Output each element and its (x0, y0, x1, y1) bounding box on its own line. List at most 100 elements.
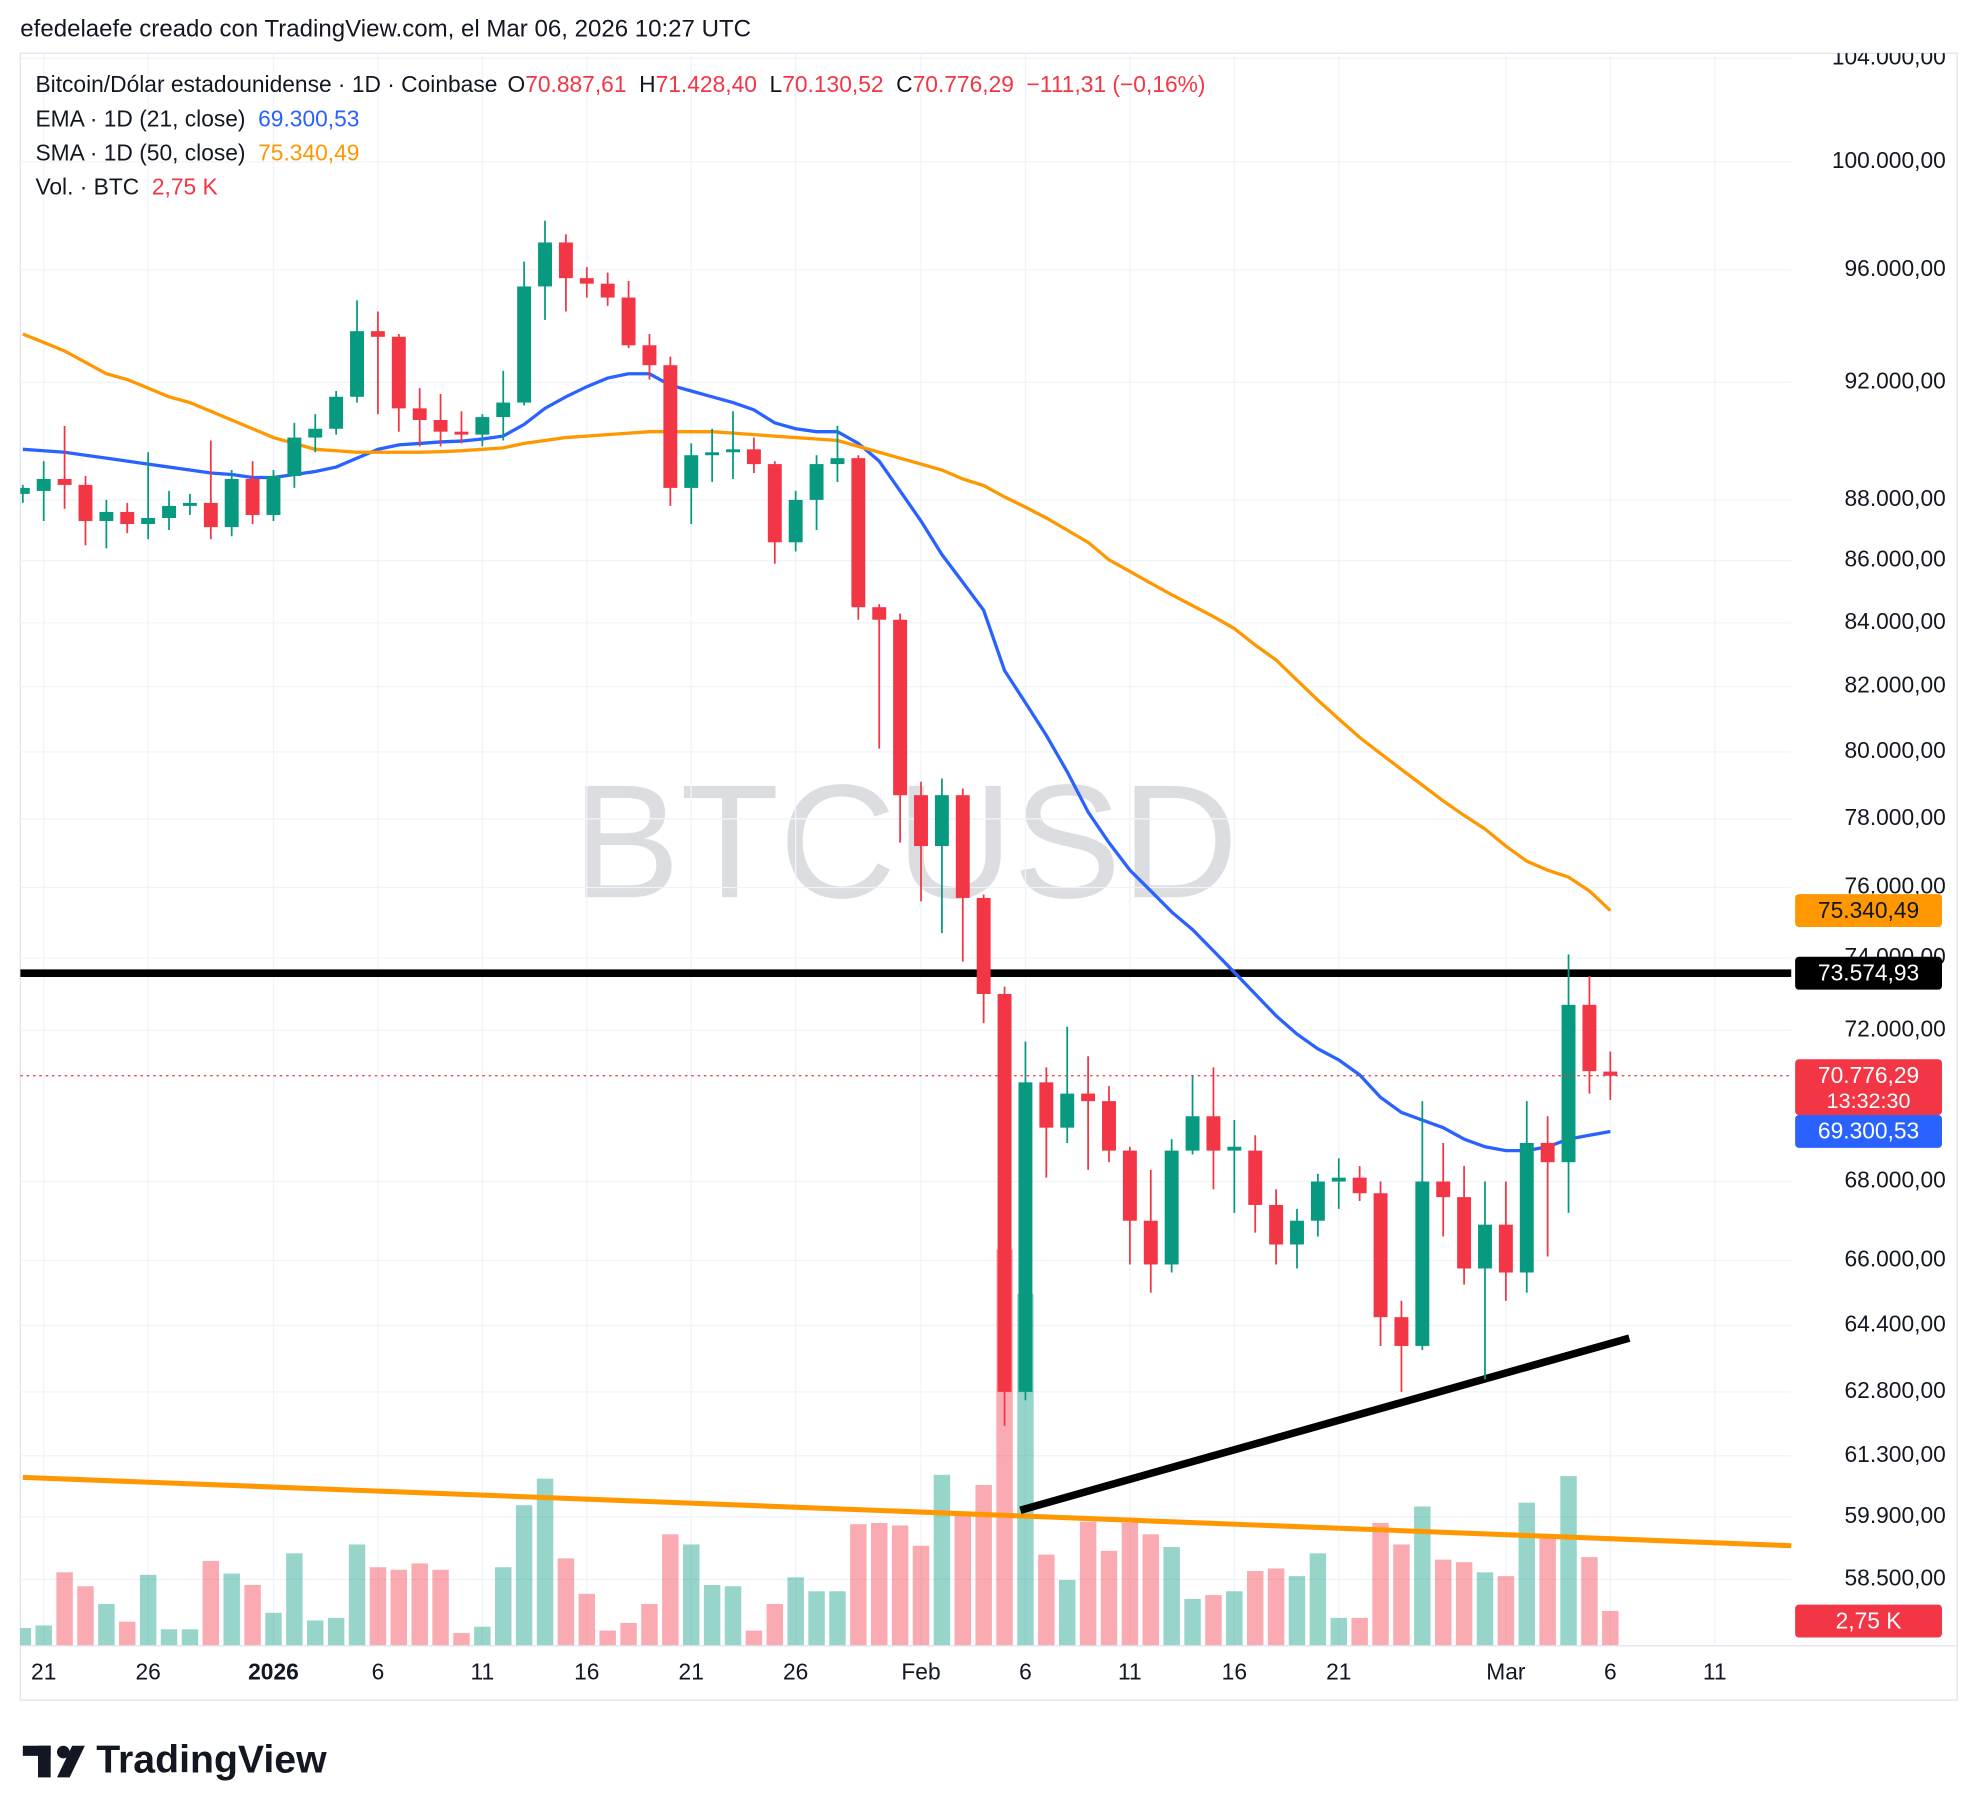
volume-bar (307, 1620, 324, 1646)
volume-bar (1476, 1572, 1494, 1646)
candle-body (329, 396, 344, 429)
volume-bar (1560, 1476, 1577, 1646)
candle-body (496, 402, 511, 418)
candle-body (182, 502, 197, 506)
candle-body (308, 428, 323, 438)
candle-body (36, 478, 51, 491)
candle-body (475, 417, 490, 435)
candle-body (705, 452, 720, 456)
legend-item: L (770, 71, 783, 97)
close-price-tag: 70.776,29 (1818, 1062, 1919, 1088)
volume-bar (35, 1625, 52, 1646)
candle-body (767, 464, 782, 543)
ma-line (22, 372, 1611, 1153)
volume-tag: 2,75 K (1836, 1607, 1902, 1633)
y-tick-label: 59.900,00 (1845, 1502, 1946, 1528)
y-tick-label: 58.500,00 (1845, 1564, 1946, 1590)
legend-item: 70.776,29 (913, 71, 1014, 97)
candle-body (1457, 1197, 1472, 1269)
volume-bar (348, 1544, 366, 1646)
candle-body (433, 420, 448, 432)
volume-bar (1205, 1595, 1222, 1646)
y-tick-label: 68.000,00 (1845, 1167, 1946, 1193)
plot-area (20, 53, 1792, 1646)
y-tick-label: 78.000,00 (1845, 804, 1946, 830)
volume-bar (20, 1628, 32, 1646)
y-tick-label: 100.000,00 (1832, 147, 1946, 173)
candle-body (684, 455, 699, 488)
candle-body (1603, 1071, 1618, 1076)
candle-body (454, 431, 469, 435)
candle-body (78, 484, 93, 522)
candle-body (809, 464, 824, 500)
legend-item: Vol. · BTC (35, 174, 139, 200)
ema-price-tag-bg (1795, 1114, 1942, 1148)
candle-body (1561, 1004, 1576, 1163)
candle-body (203, 502, 218, 528)
candle-body (893, 619, 908, 796)
volume-bar (578, 1593, 596, 1646)
volume-bar (891, 1525, 909, 1646)
hline-price-tag-bg (1795, 956, 1942, 990)
candle-body (99, 511, 114, 522)
candle-body (57, 478, 72, 485)
sma-price-tag-bg (1795, 894, 1942, 927)
volume-bar (432, 1569, 449, 1646)
legend-item: Bitcoin/Dólar estadounidense · 1D · Coin… (35, 71, 497, 97)
volume-bar (1226, 1591, 1243, 1646)
legend-item: 2,75 K (152, 174, 218, 200)
volume-bar (495, 1567, 512, 1646)
ema-price-tag: 69.300,53 (1818, 1118, 1919, 1144)
y-tick-label: 66.000,00 (1845, 1245, 1946, 1271)
candle-body (517, 286, 532, 403)
candle-body (287, 437, 302, 476)
legend-line: SMA · 1D (50, close) 75.340,49 (35, 139, 359, 165)
legend-item: O (508, 71, 526, 97)
legend-item: 69.300,53 (258, 105, 359, 131)
candle-body (1248, 1150, 1263, 1205)
volume-bar (933, 1474, 951, 1646)
candle-body (1331, 1177, 1346, 1182)
volume-bar (871, 1522, 888, 1646)
x-tick-label: 21 (679, 1659, 704, 1685)
volume-bar (390, 1569, 408, 1646)
volume-bar (369, 1567, 387, 1646)
y-tick-label: 86.000,00 (1845, 546, 1946, 572)
x-tick-label: 11 (471, 1659, 495, 1685)
x-tick-label: 21 (1326, 1659, 1351, 1685)
volume-bar (1581, 1557, 1598, 1646)
x-tick-label: 26 (783, 1659, 808, 1685)
candle-body (579, 278, 594, 284)
volume-bar (202, 1560, 220, 1646)
volume-bar (1372, 1522, 1389, 1646)
volume-bar (1602, 1610, 1619, 1646)
volume-bar (1497, 1576, 1515, 1646)
volume-bar (745, 1630, 763, 1646)
volume-bar (1100, 1550, 1118, 1646)
x-tick-label: 16 (1222, 1659, 1247, 1685)
volume-bar (703, 1584, 721, 1646)
candle-body (1227, 1146, 1242, 1151)
volume-bar (119, 1621, 136, 1646)
volume-bar (265, 1612, 282, 1646)
candle-body (851, 458, 866, 608)
y-tick-label: 80.000,00 (1845, 737, 1946, 763)
volume-bar (1246, 1571, 1264, 1646)
x-tick-label: Mar (1486, 1659, 1526, 1685)
candle-body (976, 897, 991, 994)
y-tick-label: 72.000,00 (1845, 1015, 1946, 1041)
candle-body (1185, 1116, 1200, 1151)
candle-body (538, 242, 552, 287)
candle-body (391, 336, 406, 409)
x-tick-label: 6 (1019, 1659, 1032, 1685)
legend-item: 71.428,40 (656, 71, 757, 97)
volume-bar (1414, 1506, 1431, 1646)
candle-body (1269, 1204, 1284, 1245)
candle-body (997, 993, 1012, 1392)
volume-bar (181, 1629, 199, 1646)
y-tick-labels: 104.000,00 100.000,00 96.000,00 92.000,00 88… (1832, 53, 1946, 1590)
legend-item: 70.130,52 (782, 71, 883, 97)
legend: Bitcoin/Dólar estadounidense · 1D · Coin… (35, 71, 1205, 200)
volume-bar (327, 1617, 345, 1646)
